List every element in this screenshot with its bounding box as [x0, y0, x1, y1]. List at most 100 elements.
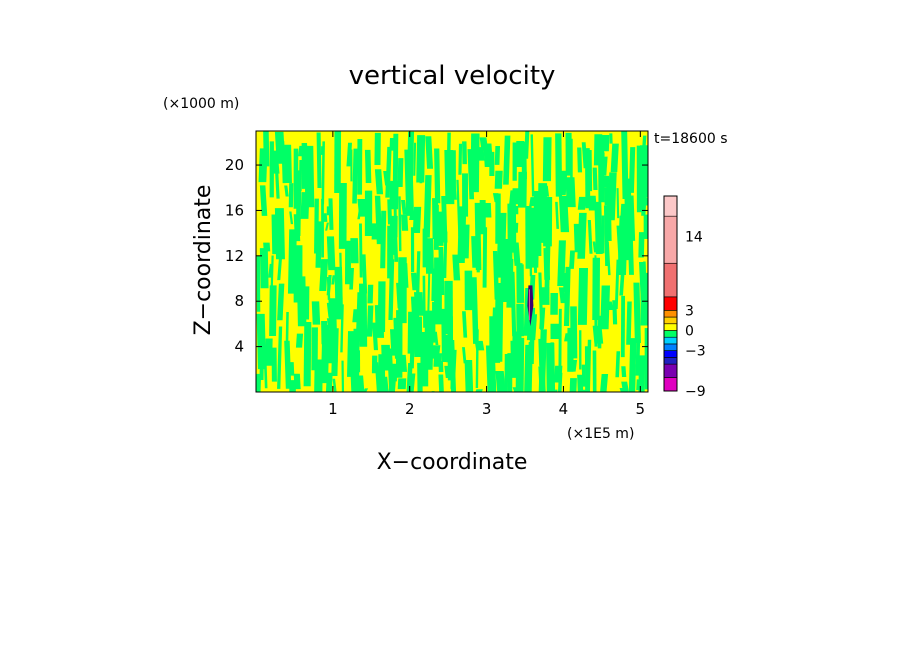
y-tick-label: 16: [225, 201, 244, 219]
x-tick-label: 4: [559, 400, 569, 418]
negative-streak: [495, 371, 506, 392]
negative-streak: [586, 339, 592, 392]
negative-streak: [530, 134, 535, 197]
negative-streak: [274, 208, 285, 260]
colorbar-segment: [663, 215, 678, 264]
y-unit-label: (×1000 m): [163, 96, 239, 112]
colorbar-segment: [663, 350, 678, 358]
negative-streak: [476, 210, 480, 273]
negative-streak: [558, 195, 570, 233]
negative-streak: [321, 198, 324, 258]
negative-streak: [462, 347, 467, 364]
negative-streak: [359, 283, 368, 347]
negative-streak: [347, 331, 355, 377]
negative-streak: [331, 328, 339, 376]
negative-streak: [616, 188, 620, 219]
negative-streak: [626, 301, 632, 345]
negative-streak: [610, 143, 619, 173]
negative-streak: [628, 147, 636, 193]
negative-streak: [398, 327, 402, 353]
negative-streak: [380, 210, 387, 269]
negative-streak: [558, 308, 562, 371]
colorbar-label: −9: [685, 384, 706, 400]
negative-streak: [334, 131, 342, 193]
negative-streak: [331, 275, 336, 285]
negative-streak: [303, 286, 310, 320]
negative-streak: [461, 224, 470, 259]
negative-streak: [326, 275, 332, 296]
negative-streak: [259, 248, 269, 289]
negative-streak: [524, 131, 530, 159]
negative-streak: [259, 185, 268, 216]
negative-streak: [425, 238, 434, 274]
negative-streak: [357, 138, 363, 195]
negative-streak: [338, 182, 347, 249]
negative-streak: [587, 220, 593, 254]
negative-streak: [557, 372, 563, 392]
negative-streak: [494, 145, 501, 165]
negative-streak: [569, 378, 577, 392]
negative-streak: [543, 185, 550, 197]
negative-streak: [325, 372, 333, 392]
negative-streak: [643, 214, 648, 239]
colorbar-segment: [663, 323, 678, 331]
negative-streak: [550, 292, 558, 315]
colorbar-label: 0: [685, 323, 694, 339]
x-axis-ticks: 1 2 3 4 5: [328, 131, 645, 418]
time-label: t=18600 s: [654, 131, 728, 147]
negative-streak: [570, 138, 573, 198]
negative-streak: [563, 266, 571, 326]
colorbar-segment: [663, 336, 678, 345]
negative-streak: [587, 149, 593, 192]
negative-streak: [489, 151, 495, 176]
negative-streak: [322, 213, 328, 222]
negative-streak: [401, 214, 409, 231]
negative-streak: [482, 227, 488, 288]
negative-streak: [458, 143, 463, 175]
negative-streak: [510, 271, 517, 337]
negative-streak: [464, 270, 473, 311]
negative-streak: [621, 366, 627, 377]
negative-streak: [638, 232, 645, 258]
negative-streak: [303, 322, 312, 387]
negative-streak: [410, 272, 418, 291]
negative-streak: [517, 171, 527, 208]
negative-streak: [332, 378, 337, 392]
y-tick-label: 4: [234, 338, 244, 356]
negative-streak: [511, 188, 520, 201]
negative-streak: [639, 145, 648, 197]
colorbar-label: 3: [685, 303, 694, 319]
y-tick-label: 20: [225, 156, 244, 174]
negative-streak: [350, 238, 359, 264]
negative-streak: [475, 389, 483, 392]
negative-streak: [557, 170, 568, 196]
negative-streak: [592, 167, 598, 190]
colorbar-segment: [663, 330, 678, 338]
colorbar-frame: [663, 195, 678, 392]
negative-streak: [398, 196, 402, 252]
negative-streak: [404, 263, 409, 288]
negative-streak: [409, 373, 416, 392]
colorbar: 14 3 0 −3 −9: [663, 195, 706, 400]
x-tick-label: 3: [482, 400, 492, 418]
x-tick-label: 5: [636, 400, 646, 418]
colorbar-label: 14: [685, 229, 703, 245]
colorbar-label: −3: [685, 344, 706, 360]
negative-streak: [512, 222, 519, 233]
x-unit-label: (×1E5 m): [567, 426, 634, 442]
negative-streak: [615, 351, 621, 378]
negative-streak: [598, 210, 601, 251]
negative-streak: [423, 175, 432, 238]
negative-streak: [594, 300, 598, 347]
negative-streak: [328, 198, 334, 230]
negative-streak: [462, 141, 467, 165]
negative-streak: [438, 247, 445, 295]
negative-streak: [609, 133, 613, 144]
negative-streak: [263, 131, 270, 167]
negative-streak: [644, 328, 648, 390]
negative-streak: [577, 147, 583, 173]
negative-streak: [606, 241, 611, 276]
negative-streak: [364, 149, 372, 183]
negative-streak: [619, 268, 625, 296]
